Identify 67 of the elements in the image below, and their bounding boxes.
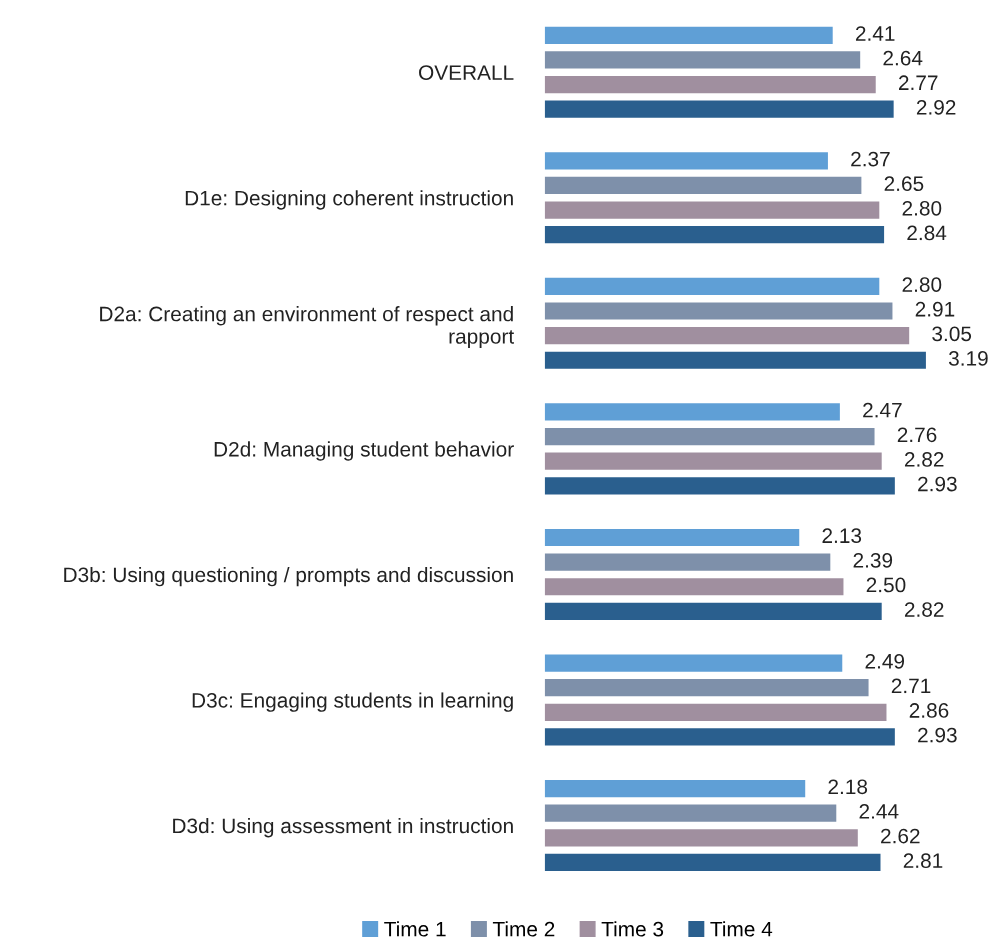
bar [544,176,862,195]
bar [544,152,828,170]
bar [544,26,833,44]
bar [544,728,895,746]
bar [544,403,840,421]
bar [544,100,894,118]
data-label: 2.84 [907,225,947,241]
bar [544,780,806,798]
bar [544,578,844,596]
bar [544,602,882,620]
legend-label: Time 3 [601,921,664,937]
bar [544,804,837,822]
bar [544,679,869,697]
data-label: 2.92 [916,99,956,115]
data-label: 3.05 [932,326,972,342]
data-label: 2.81 [903,853,943,869]
data-label: 2.44 [859,804,899,819]
data-label: 2.82 [904,452,944,467]
data-label: 2.47 [863,402,902,418]
data-label: 2.18 [828,779,868,795]
bar [544,553,831,571]
data-label: 2.13 [822,528,862,544]
bar [544,427,875,446]
legend-label: Time 2 [492,921,555,937]
bar [544,528,800,547]
bar [544,75,876,94]
y-tick-label: D1e: Designing coherent instruction [185,190,513,210]
data-label: 3.19 [948,351,988,366]
data-label: 2.93 [918,476,957,492]
bar [544,853,881,872]
bar [544,51,861,69]
y-tick-label: D3c: Engaging students in learning [192,692,513,712]
bar [544,452,882,470]
bar [544,327,910,345]
bar [544,829,858,847]
data-label: 2.65 [884,176,924,192]
data-label: 2.39 [853,552,893,568]
y-tick-label: D3b: Using questioning / prompts and discussion [64,566,513,587]
data-label: 2.41 [855,26,895,41]
data-label: 2.80 [902,277,942,293]
data-label: 2.76 [897,427,937,443]
bar [544,226,885,244]
data-label: 2.71 [891,678,931,694]
y-tick-label: D3d: Using assessment in instruction [173,817,513,838]
bar [544,477,895,495]
data-label: 2.50 [866,577,906,593]
y-tick-label: D2d: Managing student behavior [214,441,514,461]
bar [544,302,893,320]
bar [544,351,926,369]
legend-label: Time 4 [710,921,773,937]
legend-label: Time 1 [384,921,446,937]
bar [544,277,880,296]
data-label: 2.93 [918,727,957,743]
data-label: 2.62 [881,828,920,844]
y-tick-label: OVERALL [419,65,514,80]
data-label: 2.49 [865,653,905,669]
data-label: 2.91 [915,301,955,317]
bar [544,703,887,721]
data-label: 2.64 [883,50,923,66]
data-label: 2.77 [899,75,938,90]
data-label: 2.86 [909,703,949,718]
y-tick-label: D2a: Creating an environment of respect and rapport [100,306,515,348]
bar [544,201,880,219]
data-label: 2.37 [851,151,890,167]
bar [544,654,843,672]
data-label: 2.82 [904,602,944,617]
data-label: 2.80 [902,200,942,216]
